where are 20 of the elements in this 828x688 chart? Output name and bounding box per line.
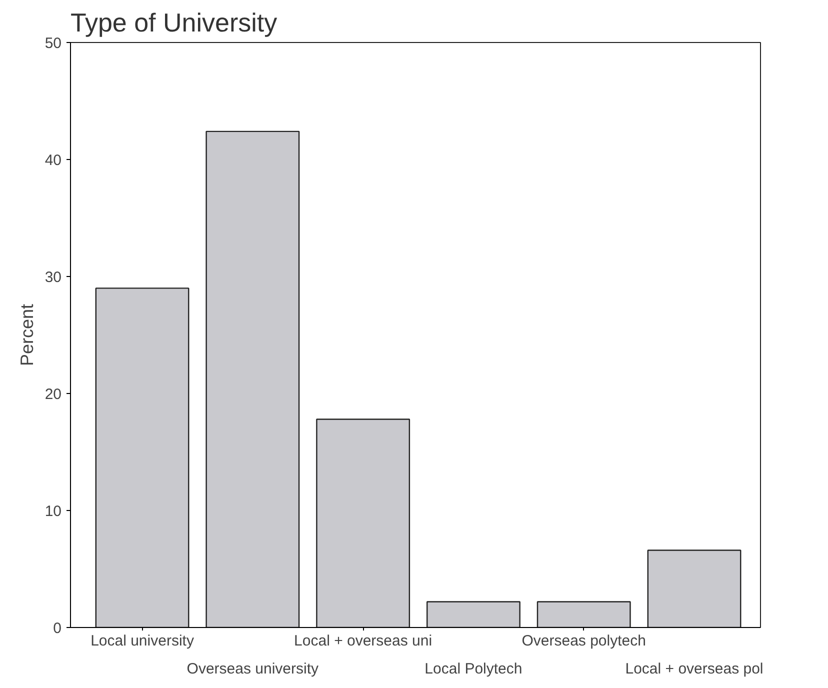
x-tick-label: Overseas university [186, 660, 320, 678]
y-tick-label: 50 [44, 35, 62, 52]
bar [206, 130, 300, 628]
chart-title: Type of University [70, 8, 278, 38]
x-tick-label: Local + overseas uni [294, 632, 432, 650]
y-tick-label: 20 [44, 386, 62, 403]
bar [316, 418, 410, 628]
bar [536, 601, 631, 628]
x-tick-label: Local university [90, 632, 194, 650]
y-tick-label: 10 [44, 503, 62, 520]
x-tick-label: Local + overseas pol [625, 660, 764, 678]
bar [647, 550, 742, 628]
x-tick-label: Local Polytech [424, 660, 522, 678]
y-tick-label: 30 [44, 269, 62, 286]
y-axis-title: Percent [16, 304, 37, 366]
y-tick-label: 40 [44, 152, 62, 169]
bar [95, 288, 190, 628]
bar [426, 601, 520, 628]
y-tick-label: 0 [53, 620, 62, 637]
x-tick-label: Overseas polytech [522, 632, 646, 650]
